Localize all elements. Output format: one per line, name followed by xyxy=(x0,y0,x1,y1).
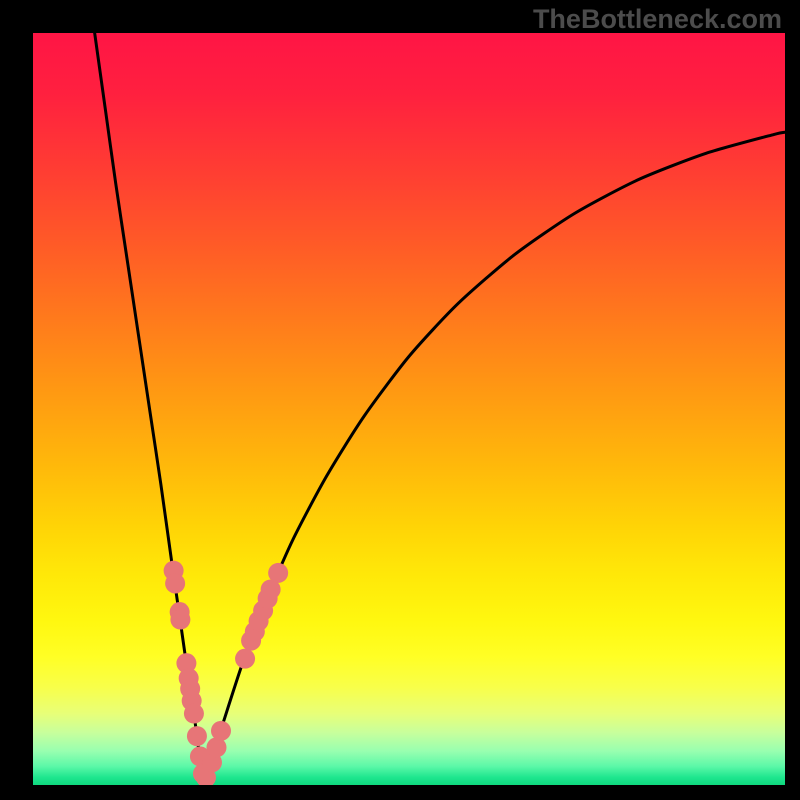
plot-area xyxy=(33,33,785,785)
data-marker xyxy=(170,610,190,630)
chart-container: TheBottleneck.com xyxy=(0,0,800,800)
data-marker xyxy=(165,573,185,593)
data-marker xyxy=(187,726,207,746)
data-marker xyxy=(184,704,204,724)
data-marker xyxy=(211,721,231,741)
data-marker xyxy=(235,649,255,669)
data-marker xyxy=(268,563,288,583)
curve-right-branch xyxy=(204,132,785,779)
watermark-text: TheBottleneck.com xyxy=(533,4,782,35)
curve-layer xyxy=(33,33,785,785)
